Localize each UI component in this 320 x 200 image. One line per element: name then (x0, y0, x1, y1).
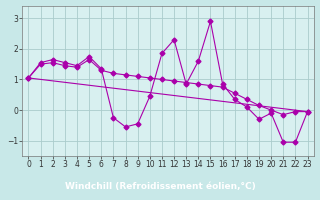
Text: Windchill (Refroidissement éolien,°C): Windchill (Refroidissement éolien,°C) (65, 182, 255, 192)
